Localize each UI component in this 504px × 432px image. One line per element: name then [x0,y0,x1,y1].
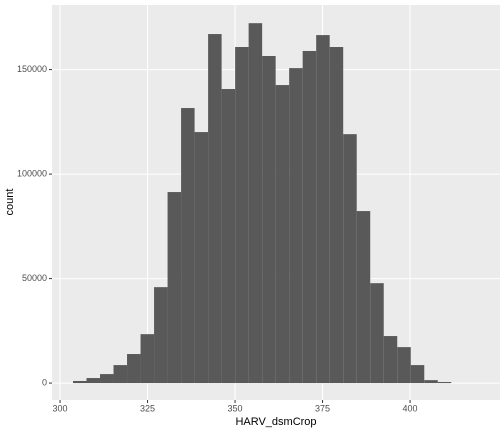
x-axis-title: HARV_dsmCrop [235,416,316,428]
bar [140,334,155,384]
bar [100,374,114,384]
y-axis-title: count [4,189,16,216]
bar [154,287,168,384]
bar [262,55,276,384]
bar [235,47,249,384]
bar [302,50,317,384]
bar [208,34,222,384]
bar [289,68,303,384]
bar [275,85,290,384]
y-tick-label: 0 [42,377,47,387]
bar [316,35,330,384]
bar [329,47,344,384]
y-tick-label: 100000 [17,168,47,178]
x-tick-label: 325 [140,403,155,413]
x-tick-label: 300 [53,403,68,413]
bar [221,89,236,384]
bar [370,283,384,384]
bar [127,354,141,384]
bar [194,132,209,384]
bar [167,192,182,384]
bar [397,347,411,384]
bar [86,378,101,384]
bar [424,380,438,384]
bar [356,211,371,384]
bar [113,365,128,384]
x-tick-label: 375 [315,403,330,413]
x-tick-label: 350 [228,403,243,413]
bar [383,336,398,384]
x-tick-label: 400 [403,403,418,413]
bar [410,365,425,384]
bar [181,108,195,384]
y-tick-label: 50000 [22,273,47,283]
bar [73,380,87,384]
y-tick-label: 150000 [17,64,47,74]
bar [437,382,452,384]
bar [343,134,357,384]
bar [248,23,263,384]
